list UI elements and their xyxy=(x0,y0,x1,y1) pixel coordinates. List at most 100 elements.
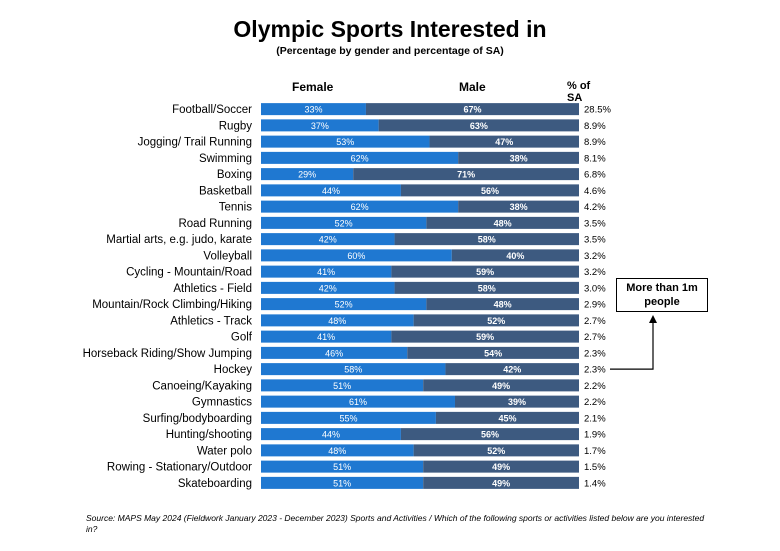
bar-female xyxy=(261,314,414,327)
data-label-male: 48% xyxy=(494,218,512,228)
data-label-female: 33% xyxy=(304,105,322,115)
data-label-male: 49% xyxy=(492,478,510,488)
data-label-male: 56% xyxy=(481,430,499,440)
percent-of-sa-value: 8.9% xyxy=(584,137,606,148)
data-label-female: 51% xyxy=(333,478,351,488)
bar-male xyxy=(445,363,579,376)
data-label-female: 48% xyxy=(328,316,346,326)
data-label-male: 52% xyxy=(487,446,505,456)
category-label: Rugby xyxy=(219,120,252,132)
category-label: Boxing xyxy=(217,169,252,181)
percent-of-sa-value: 4.2% xyxy=(584,202,606,213)
data-label-female: 58% xyxy=(344,365,362,375)
data-label-male: 45% xyxy=(498,413,516,423)
bar-male xyxy=(426,216,579,229)
percent-of-sa-value: 2.2% xyxy=(584,381,606,392)
category-label: Hunting/shooting xyxy=(166,429,252,441)
data-label-male: 42% xyxy=(503,365,521,375)
percent-of-sa-value: 2.2% xyxy=(584,397,606,408)
source-note: Source: MAPS May 2024 (Fieldwork January… xyxy=(86,513,705,534)
category-label: Golf xyxy=(231,332,253,344)
bar-male xyxy=(400,428,579,441)
category-label: Basketball xyxy=(199,185,252,197)
data-label-female: 51% xyxy=(333,462,351,472)
data-label-male: 58% xyxy=(478,283,496,293)
bar-female xyxy=(261,281,395,294)
percent-of-sa-header: % of SA xyxy=(567,80,591,104)
percent-of-sa-value: 3.5% xyxy=(584,235,606,246)
category-label: Martial arts, e.g. judo, karate xyxy=(106,234,252,246)
bar-male xyxy=(426,298,579,311)
category-label: Surfing/bodyboarding xyxy=(143,413,252,425)
bar-female xyxy=(261,135,430,148)
category-label: Canoeing/Kayaking xyxy=(152,380,252,392)
category-label: Football/Soccer xyxy=(172,104,252,116)
bar-male xyxy=(391,265,579,278)
chart-subtitle: (Percentage by gender and percentage of … xyxy=(276,45,504,57)
percent-of-sa-value: 1.7% xyxy=(584,446,606,457)
data-label-male: 48% xyxy=(494,300,512,310)
category-label: Athletics - Field xyxy=(173,283,252,295)
bar-female xyxy=(261,476,424,489)
data-label-male: 40% xyxy=(506,251,524,261)
category-label: Hockey xyxy=(214,364,253,376)
data-label-female: 41% xyxy=(317,332,335,342)
data-label-male: 67% xyxy=(463,105,481,115)
bar-female xyxy=(261,103,366,116)
bar-female xyxy=(261,249,452,262)
category-label: Water polo xyxy=(197,445,252,457)
bar-female xyxy=(261,216,427,229)
data-label-female: 60% xyxy=(347,251,365,261)
percent-of-sa-value: 1.4% xyxy=(584,478,606,489)
data-label-male: 71% xyxy=(457,170,475,180)
callout-connector xyxy=(610,322,654,370)
bar-female xyxy=(261,168,354,181)
bar-male xyxy=(407,346,579,359)
percent-of-sa-value: 2.7% xyxy=(584,332,606,343)
data-label-female: 61% xyxy=(349,397,367,407)
category-label: Volleyball xyxy=(203,250,252,262)
bar-female xyxy=(261,395,455,408)
bar-female xyxy=(261,330,392,343)
bar-female xyxy=(261,265,392,278)
percent-of-sa-value: 2.9% xyxy=(584,300,606,311)
category-label: Cycling - Mountain/Road xyxy=(126,267,252,279)
data-label-male: 49% xyxy=(492,462,510,472)
bar-male xyxy=(423,476,579,489)
data-label-female: 52% xyxy=(335,218,353,228)
percent-of-sa-value: 4.6% xyxy=(584,186,606,197)
data-label-female: 62% xyxy=(351,202,369,212)
percent-of-sa-value: 2.1% xyxy=(584,413,606,424)
data-label-female: 55% xyxy=(339,413,357,423)
data-label-female: 37% xyxy=(311,121,329,131)
data-label-female: 48% xyxy=(328,446,346,456)
bar-female xyxy=(261,444,414,457)
percent-of-sa-value: 6.8% xyxy=(584,170,606,181)
data-label-male: 54% xyxy=(484,348,502,358)
percent-of-sa-value: 2.3% xyxy=(584,348,606,359)
bar-male xyxy=(413,444,579,457)
bar-female xyxy=(261,233,395,246)
bar-female xyxy=(261,298,427,311)
percent-of-sa-value: 2.3% xyxy=(584,365,606,376)
data-label-female: 41% xyxy=(317,267,335,277)
bar-male xyxy=(451,249,579,262)
data-label-female: 42% xyxy=(319,283,337,293)
data-label-male: 63% xyxy=(470,121,488,131)
data-label-female: 53% xyxy=(336,137,354,147)
bar-male xyxy=(429,135,579,148)
data-label-female: 44% xyxy=(322,430,340,440)
bar-female xyxy=(261,460,424,473)
data-label-male: 52% xyxy=(487,316,505,326)
bar-female xyxy=(261,411,436,424)
arrow-up-icon xyxy=(649,315,657,323)
bar-male xyxy=(394,281,579,294)
category-label: Tennis xyxy=(219,202,252,214)
category-label: Gymnastics xyxy=(192,397,252,409)
female-column-header: Female xyxy=(292,80,334,94)
percent-of-sa-value: 1.9% xyxy=(584,430,606,441)
data-label-male: 56% xyxy=(481,186,499,196)
bar-male xyxy=(423,379,579,392)
chart-title: Olympic Sports Interested in xyxy=(233,16,547,42)
data-label-female: 42% xyxy=(319,235,337,245)
